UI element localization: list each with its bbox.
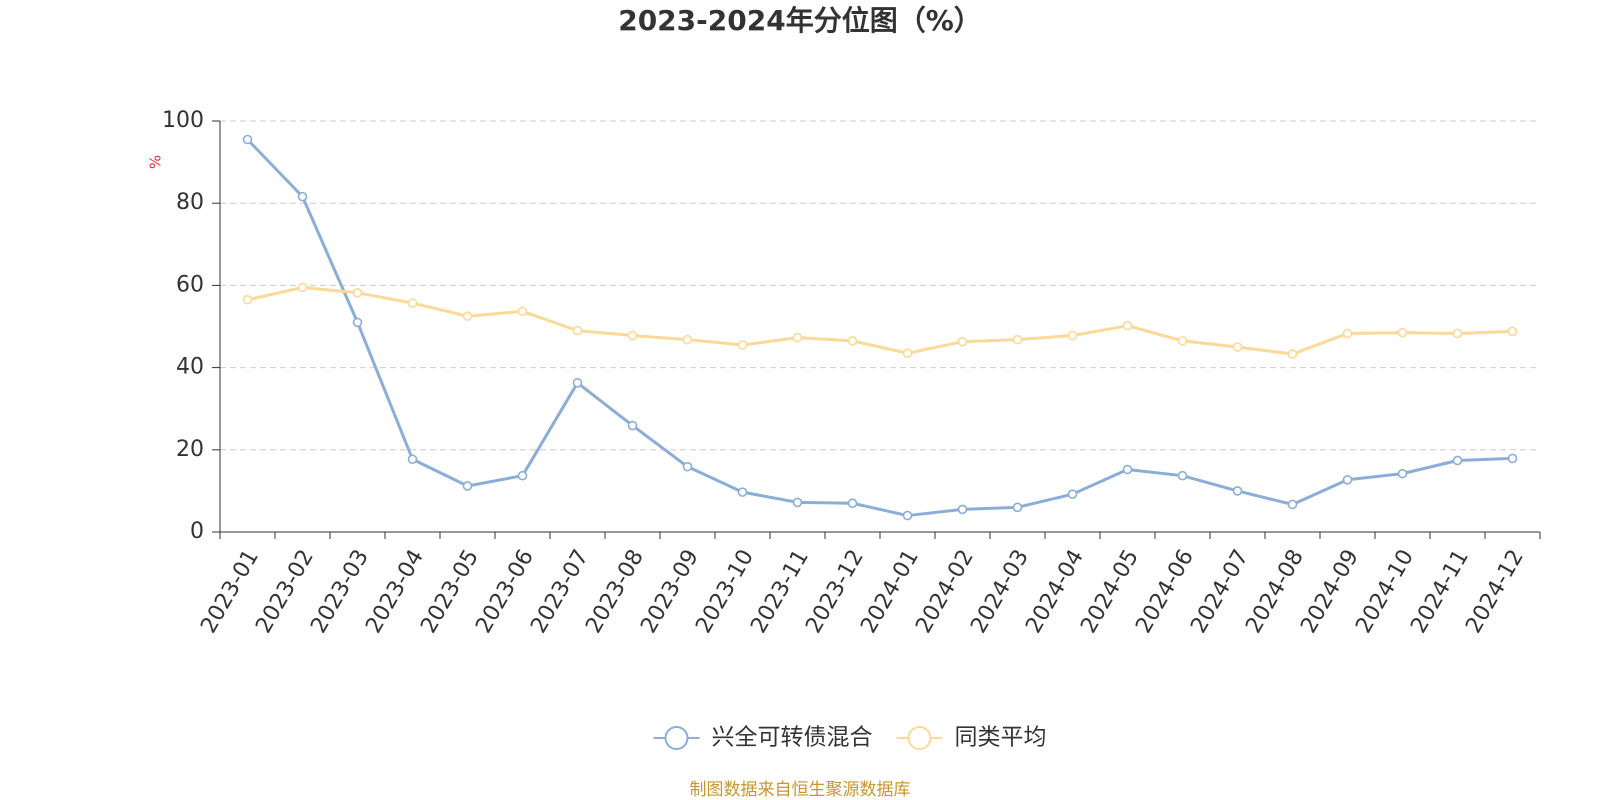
data-point	[1397, 468, 1408, 479]
legend-item[interactable]: 同类平均	[896, 725, 1047, 751]
data-point	[1122, 464, 1133, 475]
data-point	[517, 306, 528, 317]
data-point	[957, 504, 968, 515]
data-point	[352, 287, 363, 298]
data-point	[1067, 330, 1078, 341]
data-point	[462, 481, 473, 491]
data-point	[902, 510, 913, 521]
data-point	[682, 461, 693, 472]
data-point	[627, 330, 638, 341]
legend-marker	[664, 726, 689, 750]
legend-item[interactable]: 兴全可转债混合	[653, 725, 873, 751]
data-point	[297, 282, 308, 293]
data-point	[1342, 328, 1353, 339]
data-point	[902, 348, 913, 359]
y-tick-label: 40	[176, 355, 204, 380]
data-point	[572, 325, 583, 336]
legend-label: 兴全可转债混合	[712, 725, 873, 751]
data-point	[1232, 486, 1243, 496]
data-point	[792, 497, 803, 508]
data-point	[297, 191, 308, 202]
data-point	[242, 134, 253, 145]
data-point	[1452, 455, 1463, 466]
data-point	[1012, 334, 1023, 345]
data-point	[517, 470, 528, 481]
data-point	[1342, 475, 1353, 485]
data-point	[1452, 328, 1463, 339]
data-point	[1507, 326, 1518, 337]
data-point	[682, 334, 693, 345]
data-point	[1012, 502, 1023, 513]
data-point	[1177, 336, 1188, 346]
data-point	[1122, 320, 1133, 331]
y-tick-label: 20	[176, 437, 204, 462]
data-point	[242, 294, 253, 305]
data-point	[462, 311, 473, 322]
data-point	[627, 420, 638, 431]
y-tick-label: 60	[176, 272, 204, 297]
data-point	[1397, 327, 1408, 338]
data-point	[407, 454, 418, 465]
data-point	[1177, 470, 1188, 481]
data-point	[1287, 349, 1298, 359]
data-point	[847, 498, 858, 509]
y-tick-label: 80	[176, 190, 204, 215]
source-note: 制图数据来自恒生聚源数据库	[690, 780, 911, 800]
y-axis-label: %	[147, 155, 165, 169]
data-point	[352, 317, 363, 328]
series-line	[246, 138, 1513, 518]
chart-title: 2023-2024年分位图（%）	[618, 4, 982, 37]
data-point	[847, 336, 858, 346]
data-point	[957, 336, 968, 347]
y-tick-label: 100	[162, 108, 204, 133]
data-point	[1507, 453, 1518, 464]
data-point	[737, 340, 748, 350]
data-point	[1067, 489, 1078, 499]
legend-label: 同类平均	[955, 725, 1047, 751]
data-point	[1287, 499, 1298, 510]
data-point	[792, 332, 803, 343]
series-line	[247, 285, 1513, 356]
data-point	[407, 298, 418, 308]
legend-marker	[907, 726, 932, 750]
data-point	[572, 378, 583, 388]
data-point	[1232, 342, 1243, 352]
y-tick-label: 0	[190, 519, 204, 544]
legend: 兴全可转债混合 同类平均	[653, 725, 1047, 751]
data-point	[737, 487, 748, 497]
